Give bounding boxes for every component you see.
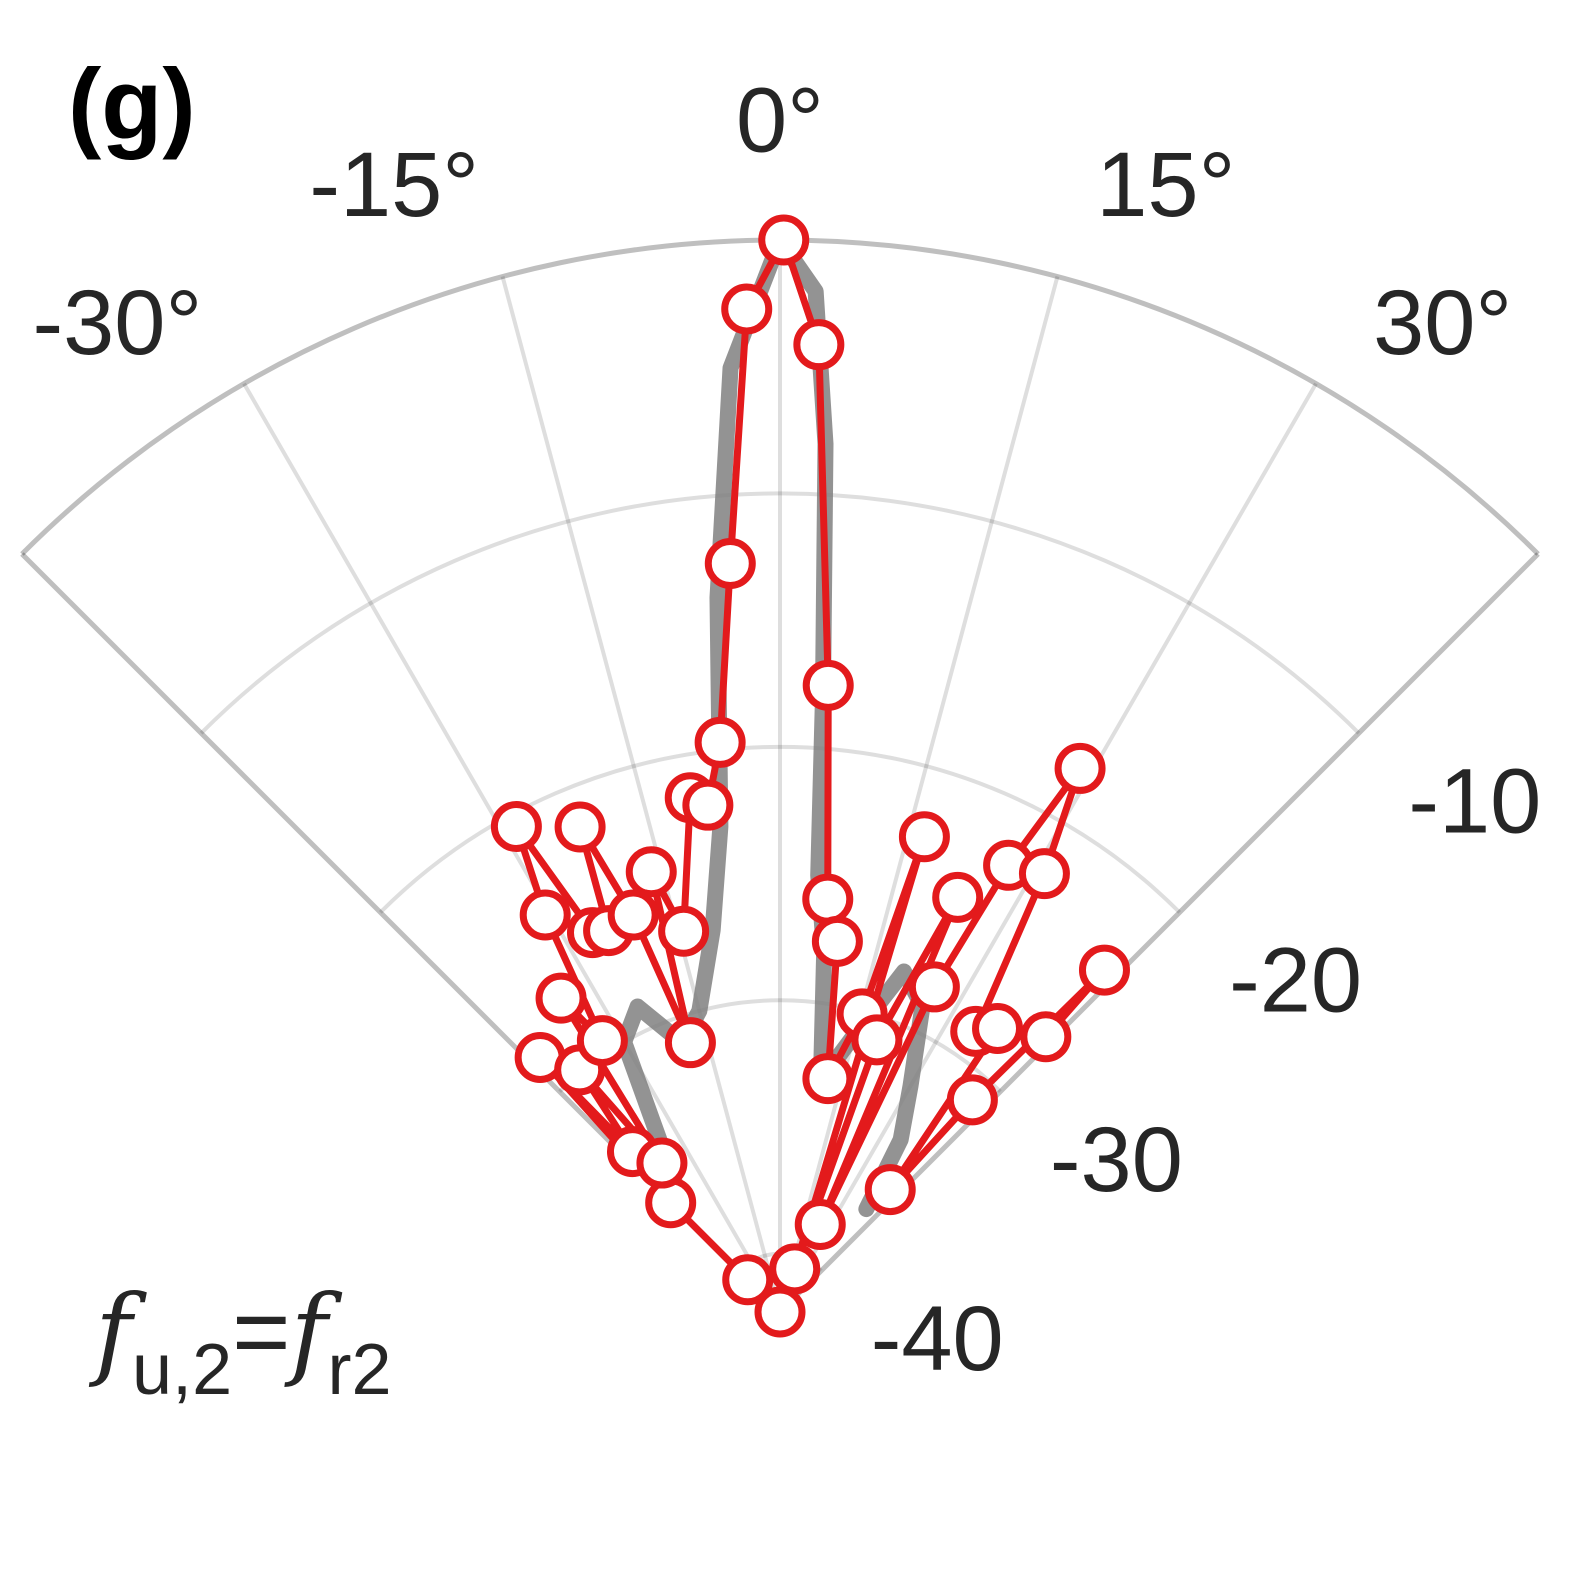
- grid-spoke: [778, 382, 1318, 1313]
- marker: [898, 811, 950, 863]
- grid-spoke: [500, 276, 782, 1313]
- marker: [851, 1014, 903, 1066]
- theta-tick-label: 15°: [1096, 134, 1235, 236]
- marker: [758, 214, 810, 266]
- marker: [1018, 848, 1070, 900]
- marker: [932, 871, 984, 923]
- marker: [794, 1199, 846, 1251]
- marker: [490, 800, 542, 852]
- plot-area: [490, 214, 1130, 1338]
- grid-ring: [199, 491, 1361, 735]
- marker: [682, 779, 734, 831]
- grid: [20, 237, 1540, 1314]
- r-tick-label: -10: [1408, 750, 1541, 852]
- marker: [754, 1286, 806, 1338]
- marker: [722, 1254, 774, 1306]
- marker: [607, 889, 659, 941]
- marker: [811, 915, 863, 967]
- grid-ring: [378, 744, 1182, 914]
- theta-tick-label: 0°: [736, 69, 824, 171]
- marker: [576, 1015, 628, 1067]
- marker: [636, 1137, 688, 1189]
- marker: [793, 319, 845, 371]
- marker: [519, 889, 571, 941]
- marker: [802, 873, 854, 925]
- theta-tick-label: -15°: [309, 134, 479, 236]
- theta-tick-label: 30°: [1373, 272, 1512, 374]
- annotation-subscript: r2: [328, 1330, 392, 1410]
- grid-spoke: [778, 276, 1060, 1313]
- marker: [721, 283, 773, 335]
- marker: [1020, 1011, 1072, 1063]
- marker: [972, 1003, 1024, 1055]
- annotation-subscript: u,2: [132, 1330, 232, 1410]
- marker: [802, 659, 854, 711]
- marker: [908, 961, 960, 1013]
- marker: [658, 905, 710, 957]
- marker: [664, 1017, 716, 1069]
- marker: [694, 716, 746, 768]
- marker: [625, 846, 677, 898]
- marker: [535, 972, 587, 1024]
- annotation: fu,2=fr2: [88, 1273, 392, 1410]
- r-tick-label: -20: [1229, 930, 1362, 1032]
- marker: [802, 1053, 854, 1105]
- theta-tick-label: -30°: [32, 272, 202, 374]
- r-tick-label: -40: [871, 1288, 1004, 1390]
- annotation-equals: =: [232, 1276, 290, 1388]
- panel-label: (g): [68, 48, 196, 160]
- marker: [704, 538, 756, 590]
- marker: [554, 801, 606, 853]
- marker: [864, 1164, 916, 1216]
- marker: [1054, 742, 1106, 794]
- r-tick-label: -30: [1050, 1109, 1183, 1211]
- marker: [946, 1074, 998, 1126]
- marker: [1078, 944, 1130, 996]
- marker: [769, 1243, 821, 1295]
